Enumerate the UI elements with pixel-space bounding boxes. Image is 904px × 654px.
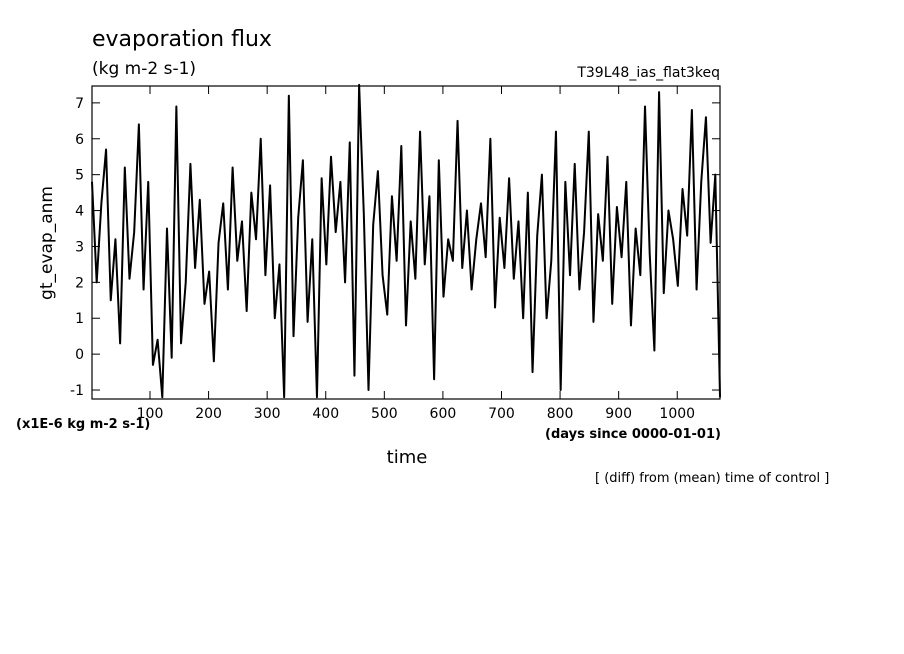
y-tick-label: 4 xyxy=(75,204,84,220)
dataset-label: T39L48_ias_flat3keq xyxy=(576,65,720,81)
x-axis-label: time xyxy=(387,447,428,468)
chart-subtitle: (kg m-2 s-1) xyxy=(92,59,196,79)
y-tick-label: -1 xyxy=(70,383,84,399)
x-tick-label: 300 xyxy=(254,406,281,422)
note: [ (diff) from (mean) time of control ] xyxy=(595,471,829,486)
chart-title: evaporation flux xyxy=(92,27,272,52)
y-axis-label: gt_evap_anm xyxy=(37,186,57,300)
x-tick-label: 200 xyxy=(195,406,222,422)
y-tick-label: 0 xyxy=(75,347,84,363)
x-tick-label: 700 xyxy=(488,406,515,422)
y-tick-label: 6 xyxy=(75,132,84,148)
x-unit-label: (days since 0000-01-01) xyxy=(545,427,721,442)
y-unit-label: (x1E-6 kg m-2 s-1) xyxy=(16,417,150,432)
plot-frame xyxy=(91,85,721,400)
data-line xyxy=(91,83,721,399)
x-tick-label: 800 xyxy=(547,406,574,422)
x-tick-label: 600 xyxy=(430,406,457,422)
x-tick-label: 1000 xyxy=(659,406,695,422)
x-tick-label: 900 xyxy=(605,406,632,422)
y-tick-label: 1 xyxy=(75,311,84,327)
y-tick-label: 7 xyxy=(75,96,84,112)
x-tick-label: 400 xyxy=(312,406,339,422)
y-tick-label: 5 xyxy=(75,168,84,184)
y-tick-label: 3 xyxy=(75,239,84,255)
x-tick-label: 500 xyxy=(371,406,398,422)
y-tick-label: 2 xyxy=(75,275,84,291)
x-tick-label: 100 xyxy=(137,406,164,422)
